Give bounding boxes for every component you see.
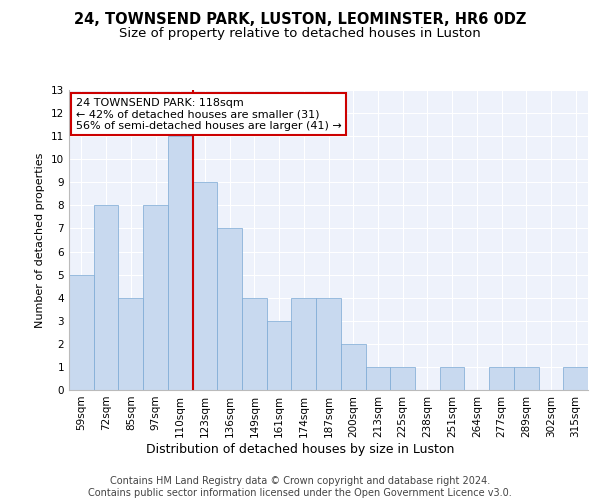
Bar	[168, 136, 193, 390]
Y-axis label: Number of detached properties: Number of detached properties	[35, 152, 46, 328]
Bar	[292, 298, 316, 390]
Text: Size of property relative to detached houses in Luston: Size of property relative to detached ho…	[119, 28, 481, 40]
Text: Contains HM Land Registry data © Crown copyright and database right 2024.
Contai: Contains HM Land Registry data © Crown c…	[88, 476, 512, 498]
Bar	[94, 206, 118, 390]
Bar	[143, 206, 168, 390]
Bar	[69, 274, 94, 390]
Text: Distribution of detached houses by size in Luston: Distribution of detached houses by size …	[146, 442, 454, 456]
Bar	[341, 344, 365, 390]
Bar	[193, 182, 217, 390]
Bar	[514, 367, 539, 390]
Bar	[316, 298, 341, 390]
Bar	[440, 367, 464, 390]
Bar	[365, 367, 390, 390]
Text: 24, TOWNSEND PARK, LUSTON, LEOMINSTER, HR6 0DZ: 24, TOWNSEND PARK, LUSTON, LEOMINSTER, H…	[74, 12, 526, 28]
Bar	[563, 367, 588, 390]
Bar	[217, 228, 242, 390]
Bar	[489, 367, 514, 390]
Bar	[242, 298, 267, 390]
Bar	[118, 298, 143, 390]
Bar	[267, 321, 292, 390]
Text: 24 TOWNSEND PARK: 118sqm
← 42% of detached houses are smaller (31)
56% of semi-d: 24 TOWNSEND PARK: 118sqm ← 42% of detach…	[76, 98, 341, 130]
Bar	[390, 367, 415, 390]
